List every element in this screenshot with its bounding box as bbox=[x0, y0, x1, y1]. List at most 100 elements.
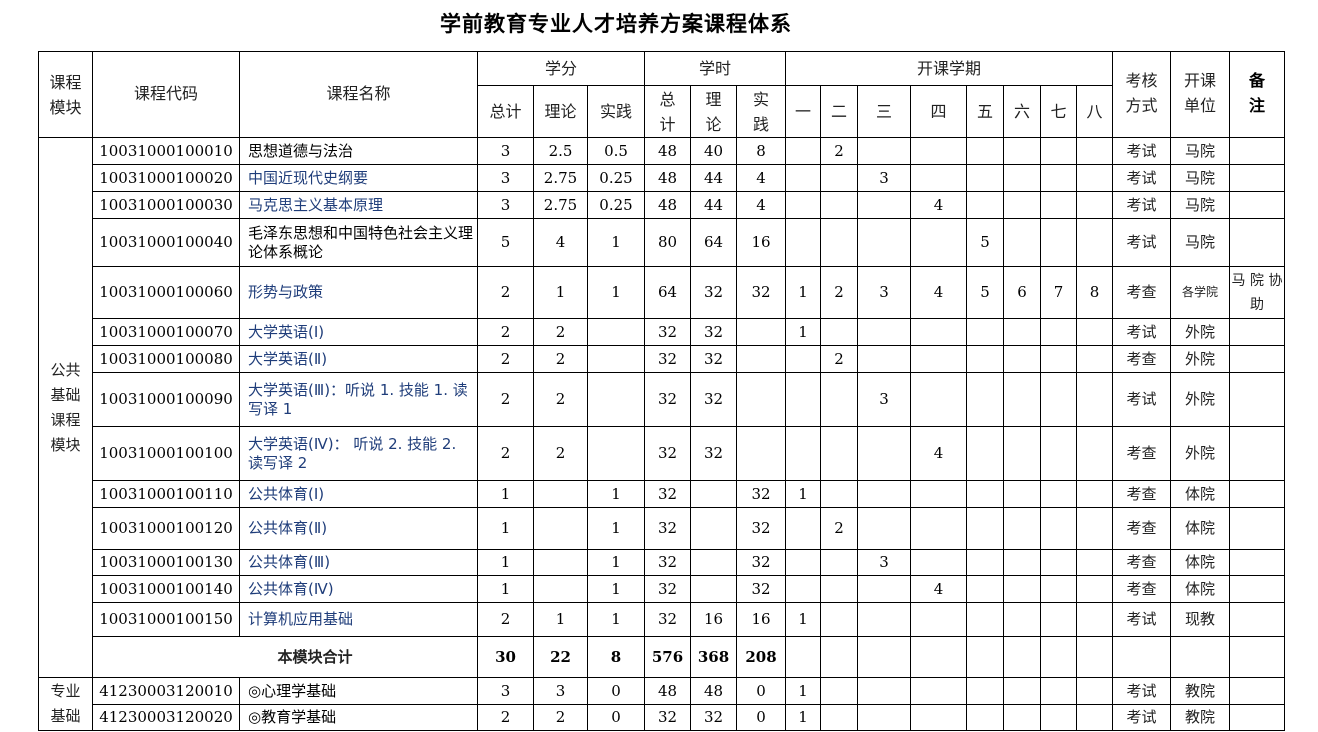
semester-cell bbox=[857, 318, 911, 346]
teaching-unit: 外院 bbox=[1170, 345, 1230, 373]
credit-cell: 1 bbox=[477, 507, 534, 550]
note-cell bbox=[1229, 218, 1285, 267]
semester-cell bbox=[1076, 480, 1113, 508]
semester-cell: 1 bbox=[785, 480, 821, 508]
header-hour-sub-label: 理论 bbox=[705, 89, 722, 134]
teaching-unit: 各学院 bbox=[1170, 266, 1230, 319]
semester-cell bbox=[1040, 426, 1077, 481]
hour-cell: 8 bbox=[736, 137, 786, 165]
hour-cell: 48 bbox=[644, 164, 691, 192]
header-exam: 考核方式 bbox=[1112, 51, 1171, 138]
header-credits: 学分 bbox=[477, 51, 645, 86]
semester-cell: 2 bbox=[820, 137, 858, 165]
note-cell bbox=[1229, 480, 1285, 508]
teaching-unit: 马院 bbox=[1170, 218, 1230, 267]
semester-cell bbox=[1040, 549, 1077, 576]
hour-cell bbox=[690, 480, 737, 508]
semester-cell: 5 bbox=[966, 266, 1004, 319]
empty-cell bbox=[857, 636, 911, 678]
semester-cell bbox=[1003, 164, 1041, 192]
semester-cell bbox=[1003, 480, 1041, 508]
hour-cell: 32 bbox=[644, 318, 691, 346]
course-code: 10031000100080 bbox=[92, 345, 240, 373]
credit-cell: 2.75 bbox=[533, 164, 588, 192]
semester-cell bbox=[966, 318, 1004, 346]
module-label: 公共基础课程模块 bbox=[50, 360, 81, 454]
teaching-unit: 体院 bbox=[1170, 507, 1230, 550]
table-row: 10031000100080 大学英语(Ⅱ) 2 2 32 32 2 考查 外院 bbox=[39, 345, 1285, 373]
module-cell: 公共基础课程模块 bbox=[38, 137, 93, 678]
credit-cell: 2 bbox=[477, 266, 534, 319]
hour-cell: 32 bbox=[690, 266, 737, 319]
semester-cell: 1 bbox=[785, 602, 821, 637]
semester-cell bbox=[910, 507, 967, 550]
semester-cell bbox=[857, 191, 911, 219]
course-code: 10031000100110 bbox=[92, 480, 240, 508]
hour-cell: 64 bbox=[690, 218, 737, 267]
total-credit: 22 bbox=[533, 636, 588, 678]
semester-cell bbox=[966, 704, 1004, 731]
credit-cell: 1 bbox=[533, 602, 588, 637]
credit-cell bbox=[533, 507, 588, 550]
semester-cell bbox=[1003, 677, 1041, 705]
teaching-unit: 教院 bbox=[1170, 677, 1230, 705]
course-name: 计算机应用基础 bbox=[239, 602, 478, 637]
course-code: 10031000100020 bbox=[92, 164, 240, 192]
credit-cell: 4 bbox=[533, 218, 588, 267]
course-name: 大学英语(Ⅲ)：听说 1. 技能 1. 读写译 1 bbox=[239, 372, 478, 427]
total-credit: 8 bbox=[587, 636, 645, 678]
semester-cell bbox=[966, 372, 1004, 427]
course-code: 10031000100150 bbox=[92, 602, 240, 637]
credit-cell: 3 bbox=[533, 677, 588, 705]
credit-cell: 1 bbox=[477, 575, 534, 603]
course-name: 公共体育(Ⅱ) bbox=[239, 507, 478, 550]
hour-cell bbox=[736, 426, 786, 481]
exam-type: 考查 bbox=[1112, 426, 1171, 481]
course-name: 大学英语(Ⅰ) bbox=[239, 318, 478, 346]
header-note-label: 备注 bbox=[1248, 71, 1265, 115]
header-name: 课程名称 bbox=[239, 51, 478, 138]
note-cell bbox=[1229, 164, 1285, 192]
hour-cell: 32 bbox=[736, 507, 786, 550]
semester-cell bbox=[857, 704, 911, 731]
credit-cell: 2 bbox=[533, 318, 588, 346]
semester-cell bbox=[910, 372, 967, 427]
semester-cell: 1 bbox=[785, 266, 821, 319]
exam-type: 考试 bbox=[1112, 164, 1171, 192]
semester-cell: 4 bbox=[910, 191, 967, 219]
semester-cell bbox=[785, 507, 821, 550]
semester-cell: 5 bbox=[966, 218, 1004, 267]
course-name: 公共体育(Ⅳ) bbox=[239, 575, 478, 603]
note-cell bbox=[1229, 549, 1285, 576]
semester-cell: 8 bbox=[1076, 266, 1113, 319]
semester-cell bbox=[1003, 345, 1041, 373]
semester-cell bbox=[966, 426, 1004, 481]
hour-cell: 32 bbox=[690, 426, 737, 481]
hour-cell bbox=[736, 372, 786, 427]
empty-cell bbox=[785, 636, 821, 678]
semester-cell bbox=[1076, 426, 1113, 481]
semester-cell bbox=[1076, 677, 1113, 705]
header-hour-sub: 实践 bbox=[736, 85, 786, 138]
total-hour: 576 bbox=[644, 636, 691, 678]
course-code: 10031000100010 bbox=[92, 137, 240, 165]
semester-cell: 1 bbox=[785, 318, 821, 346]
header-semester-8: 八 bbox=[1076, 85, 1113, 138]
table-row: 10031000100140 公共体育(Ⅳ) 1 1 32 32 4 考查 体院 bbox=[39, 575, 1285, 603]
hour-cell: 32 bbox=[644, 345, 691, 373]
note-cell bbox=[1229, 507, 1285, 550]
teaching-unit: 马院 bbox=[1170, 191, 1230, 219]
semester-cell bbox=[910, 480, 967, 508]
hour-cell: 48 bbox=[690, 677, 737, 705]
hour-cell: 32 bbox=[644, 575, 691, 603]
course-name: 马克思主义基本原理 bbox=[239, 191, 478, 219]
semester-cell bbox=[820, 426, 858, 481]
semester-cell: 2 bbox=[820, 266, 858, 319]
hour-cell: 16 bbox=[736, 602, 786, 637]
semester-cell bbox=[785, 372, 821, 427]
note-cell bbox=[1229, 602, 1285, 637]
credit-cell: 2 bbox=[533, 704, 588, 731]
semester-cell bbox=[1076, 164, 1113, 192]
semester-cell bbox=[1076, 575, 1113, 603]
semester-cell bbox=[966, 602, 1004, 637]
